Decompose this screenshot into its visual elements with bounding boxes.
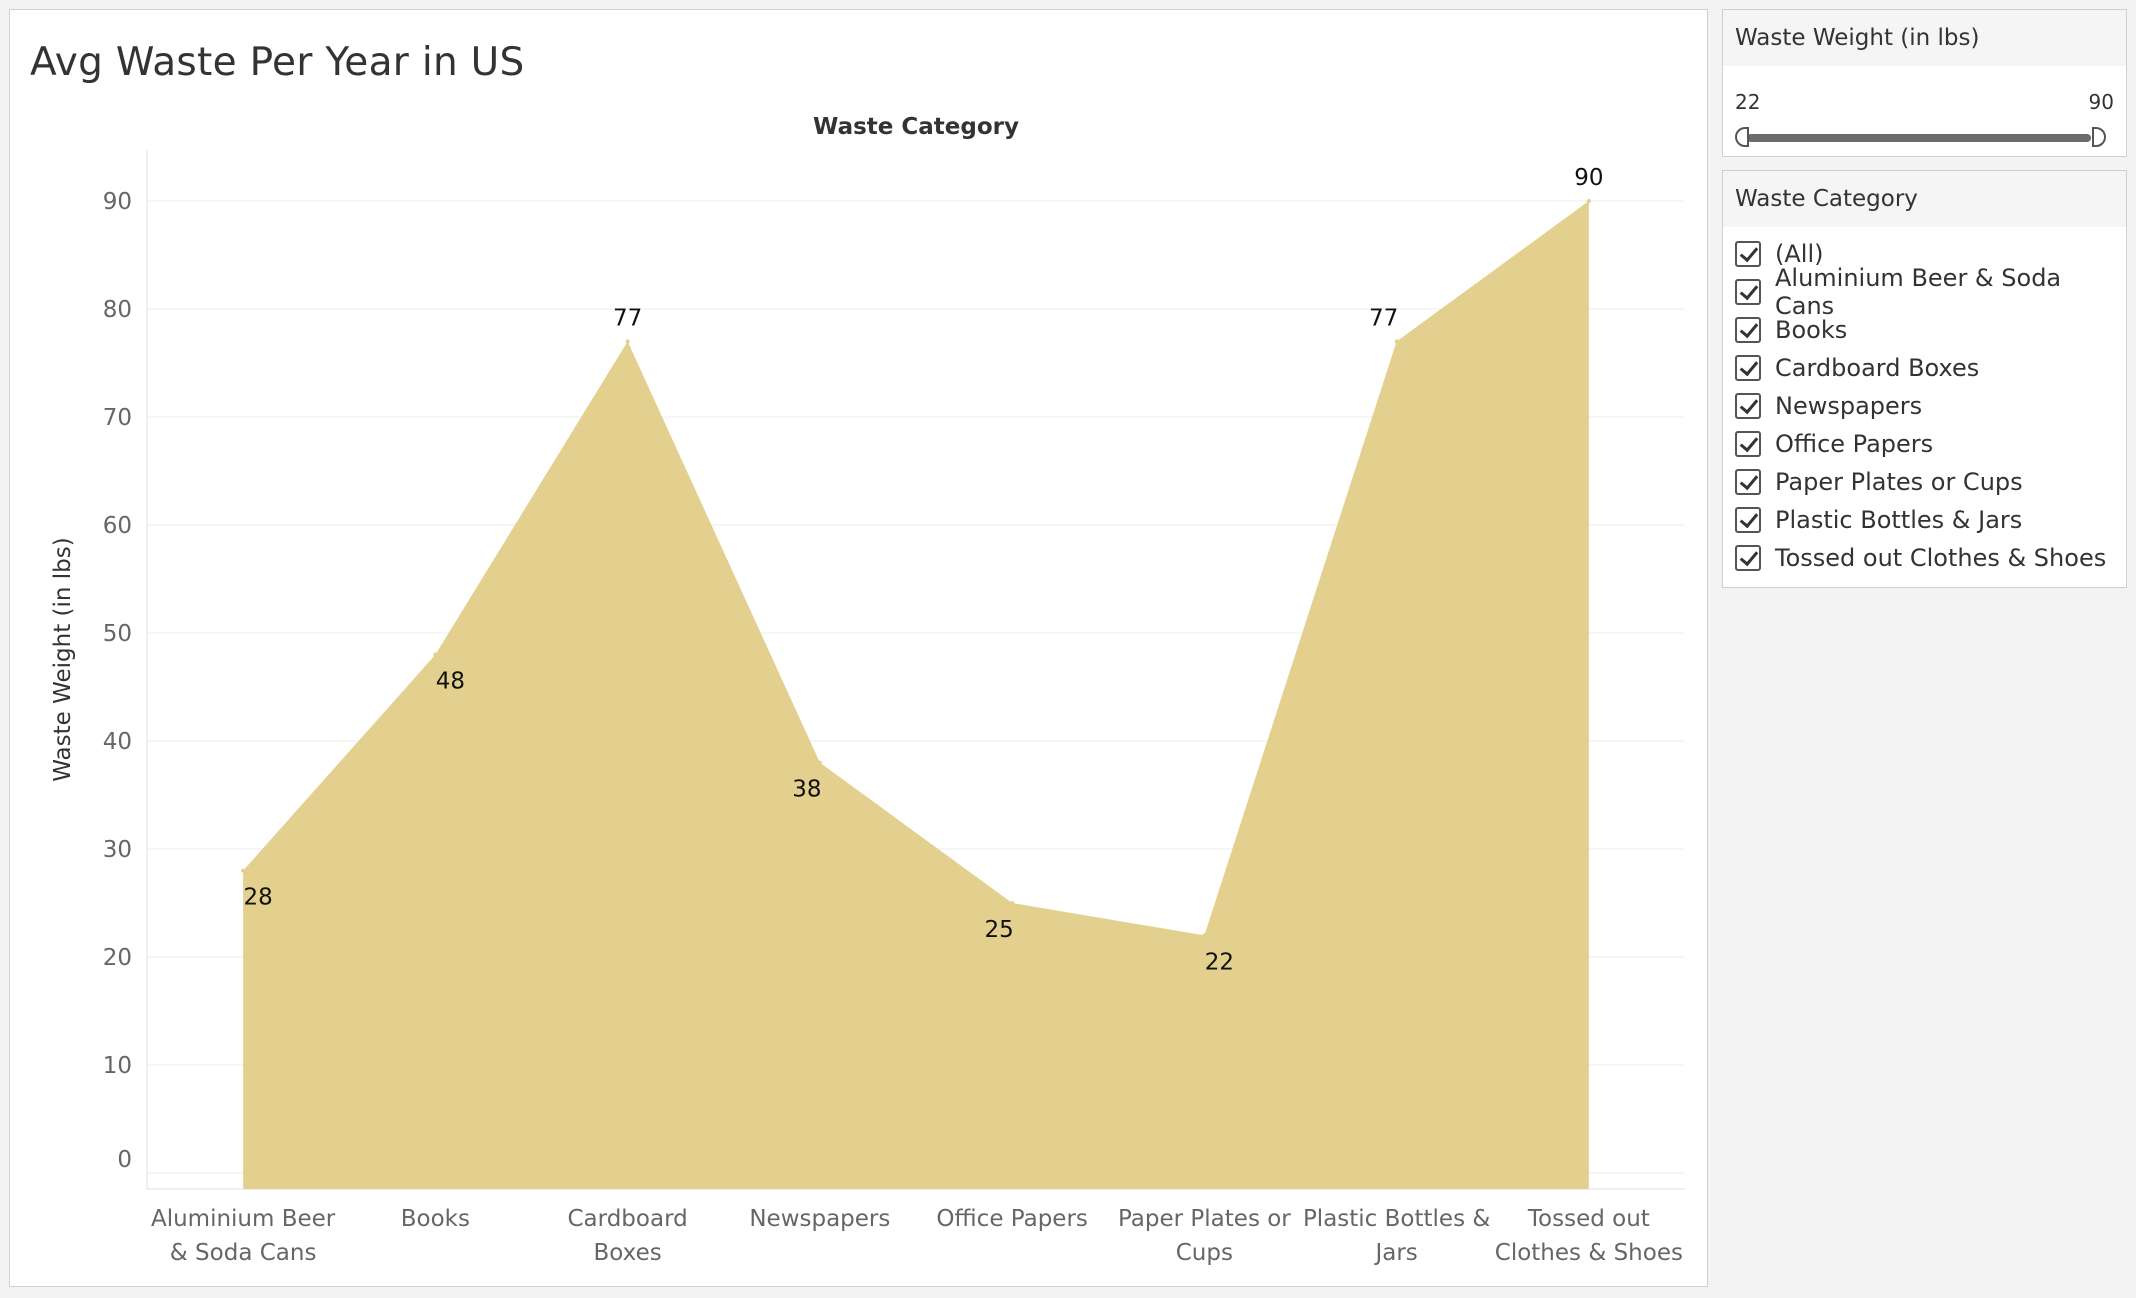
x-tick-label-line: Plastic Bottles & bbox=[1303, 1206, 1490, 1232]
filter-item-all[interactable]: (All) bbox=[1735, 235, 2126, 273]
y-tick-label: 30 bbox=[103, 837, 132, 863]
x-tick-label-line: Tossed out bbox=[1527, 1206, 1650, 1232]
data-label: 22 bbox=[1205, 949, 1234, 975]
filter-item-books[interactable]: Books bbox=[1735, 311, 2126, 349]
data-label: 38 bbox=[792, 777, 821, 803]
x-tick-label-line: Aluminium Beer bbox=[151, 1206, 336, 1232]
y-axis-title: Waste Weight (in lbs) bbox=[50, 537, 76, 781]
x-tick-label-line: Cardboard bbox=[568, 1206, 688, 1232]
checkbox-icon[interactable] bbox=[1735, 507, 1761, 533]
x-tick-label: Plastic Bottles & Jars bbox=[1303, 1206, 1490, 1266]
slider-max-label: 90 bbox=[2088, 90, 2114, 114]
checkbox-icon[interactable] bbox=[1735, 355, 1761, 381]
y-tick-label: 50 bbox=[103, 621, 132, 647]
filter-item-label: Books bbox=[1775, 316, 1848, 344]
chart-panel: Avg Waste Per Year in US Waste Category 0… bbox=[9, 9, 1708, 1287]
data-point bbox=[241, 868, 246, 873]
checkbox-icon[interactable] bbox=[1735, 241, 1761, 267]
filter-item-label: Tossed out Clothes & Shoes bbox=[1775, 544, 2107, 572]
y-tick-label: 70 bbox=[103, 405, 132, 431]
data-point bbox=[625, 339, 630, 344]
data-point bbox=[817, 760, 822, 765]
data-label: 48 bbox=[436, 669, 465, 695]
area-chart: Waste Category 0 10 20 30 40 50 60 70 80 90 Waste W… bbox=[50, 114, 1685, 1266]
page-title: Avg Waste Per Year in US bbox=[30, 40, 525, 85]
x-tick-label: Cardboard Boxes bbox=[568, 1206, 688, 1266]
x-tick-label-line: Jars bbox=[1373, 1240, 1417, 1266]
slider-track[interactable] bbox=[1747, 134, 2091, 142]
data-point bbox=[433, 652, 438, 657]
checkbox-icon[interactable] bbox=[1735, 317, 1761, 343]
column-header: Waste Category bbox=[813, 114, 1019, 140]
filter-item-label: Paper Plates or Cups bbox=[1775, 468, 2023, 496]
data-point bbox=[1010, 901, 1015, 905]
filter-item-label: (All) bbox=[1775, 240, 1824, 268]
filter-item-label: Cardboard Boxes bbox=[1775, 354, 1980, 382]
x-tick-label-line: Paper Plates or bbox=[1118, 1206, 1291, 1232]
x-tick-label-line: Cups bbox=[1176, 1240, 1233, 1266]
y-tick-label: 0 bbox=[117, 1147, 132, 1173]
filter-item-newspapers[interactable]: Newspapers bbox=[1735, 387, 2126, 425]
x-tick-label-line: Office Papers bbox=[936, 1206, 1088, 1232]
data-point bbox=[1394, 339, 1399, 344]
y-tick-label: 60 bbox=[103, 513, 132, 539]
data-label: 90 bbox=[1574, 165, 1603, 191]
category-filter-card: Waste Category (All) Aluminium Beer & So… bbox=[1722, 170, 2127, 588]
x-tick-label-line: & Soda Cans bbox=[170, 1240, 317, 1266]
filter-item-cardboard-boxes[interactable]: Cardboard Boxes bbox=[1735, 349, 2126, 387]
x-tick-label: Office Papers bbox=[936, 1206, 1088, 1232]
filter-item-aluminium-cans[interactable]: Aluminium Beer & Soda Cans bbox=[1735, 264, 2126, 320]
slider-max-handle[interactable] bbox=[2092, 127, 2106, 147]
x-tick-label-line: Books bbox=[401, 1206, 470, 1232]
filter-list: (All) Aluminium Beer & Soda Cans Books C… bbox=[1723, 227, 2126, 577]
data-label: 77 bbox=[613, 305, 642, 331]
x-tick-label: Books bbox=[401, 1206, 470, 1232]
x-tick-label: Paper Plates or Cups bbox=[1118, 1206, 1291, 1266]
checkbox-icon[interactable] bbox=[1735, 431, 1761, 457]
filter-item-label: Newspapers bbox=[1775, 392, 1923, 420]
y-tick-label: 20 bbox=[103, 945, 132, 971]
data-label: 77 bbox=[1369, 305, 1398, 331]
x-tick-label-line: Boxes bbox=[594, 1240, 662, 1266]
x-tick-label-line: Newspapers bbox=[749, 1206, 890, 1232]
checkbox-icon[interactable] bbox=[1735, 393, 1761, 419]
y-tick-label: 90 bbox=[103, 189, 132, 215]
filter-item-plastic-bottles[interactable]: Plastic Bottles & Jars bbox=[1735, 501, 2126, 539]
checkbox-icon[interactable] bbox=[1735, 469, 1761, 495]
x-tick-label-line: Clothes & Shoes bbox=[1495, 1240, 1683, 1266]
checkbox-icon[interactable] bbox=[1735, 545, 1761, 571]
weight-slider-card: Waste Weight (in lbs) 22 90 bbox=[1722, 9, 2127, 157]
y-tick-label: 80 bbox=[103, 297, 132, 323]
data-point bbox=[1586, 199, 1591, 203]
filter-item-clothes-shoes[interactable]: Tossed out Clothes & Shoes bbox=[1735, 539, 2126, 577]
filter-item-paper-plates[interactable]: Paper Plates or Cups bbox=[1735, 463, 2126, 501]
slider-title: Waste Weight (in lbs) bbox=[1723, 10, 2126, 66]
filter-item-label: Aluminium Beer & Soda Cans bbox=[1775, 264, 2062, 320]
x-tick-label: Tossed out Clothes & Shoes bbox=[1495, 1206, 1683, 1266]
x-tick-label: Newspapers bbox=[749, 1206, 890, 1232]
filter-item-label: Plastic Bottles & Jars bbox=[1775, 506, 2023, 534]
area-series bbox=[243, 201, 1589, 1189]
y-tick-label: 10 bbox=[103, 1053, 132, 1079]
slider-min-label: 22 bbox=[1735, 90, 1761, 114]
filter-title: Waste Category bbox=[1723, 171, 2126, 227]
data-label: 28 bbox=[243, 885, 272, 911]
x-tick-label: Aluminium Beer & Soda Cans bbox=[151, 1206, 336, 1266]
data-point bbox=[1202, 933, 1207, 938]
data-label: 25 bbox=[984, 917, 1013, 943]
filter-item-office-papers[interactable]: Office Papers bbox=[1735, 425, 2126, 463]
y-tick-label: 40 bbox=[103, 729, 132, 755]
slider-min-handle[interactable] bbox=[1735, 127, 1749, 147]
checkbox-icon[interactable] bbox=[1735, 279, 1761, 305]
filter-item-label: Office Papers bbox=[1775, 430, 1934, 458]
